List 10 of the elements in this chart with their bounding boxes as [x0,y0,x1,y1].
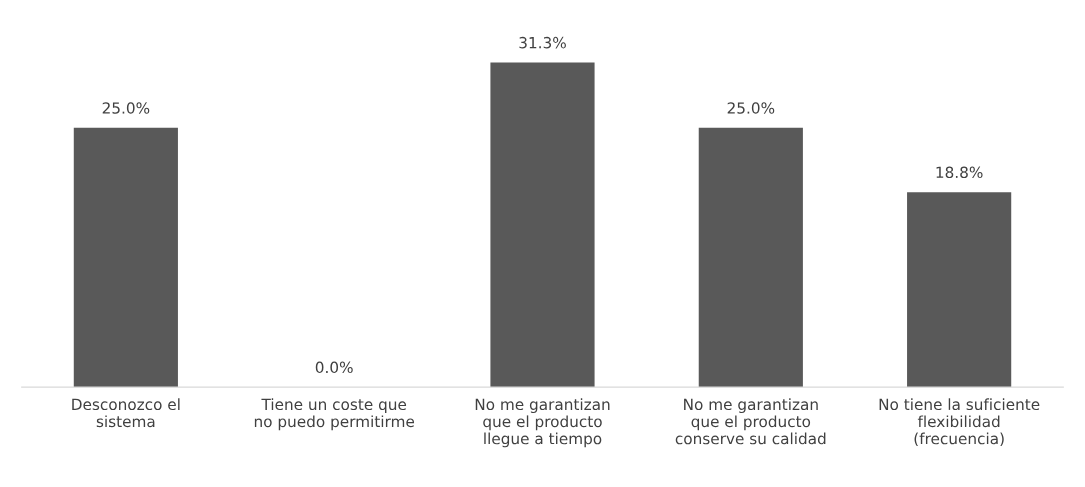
x-tick-label: No tiene la suficiente flexibilidad (frecuencia) [879,398,1040,447]
x-tick-label: Tiene un coste que no puedo permitirme [254,398,415,431]
data-label: 25.0% [102,102,150,114]
data-label: 0.0% [315,361,353,374]
data-label: 18.8% [936,166,983,179]
data-label: 31.3% [519,36,566,49]
x-tick-label: Desconozco el sistema [72,398,180,428]
x-tick-label: No me garantizan que el producto conserve su calidad [675,398,826,445]
x-tick-label: No me garantizan que el producto llegue a tiempo [475,398,610,448]
data-label: 25.0% [727,102,775,114]
